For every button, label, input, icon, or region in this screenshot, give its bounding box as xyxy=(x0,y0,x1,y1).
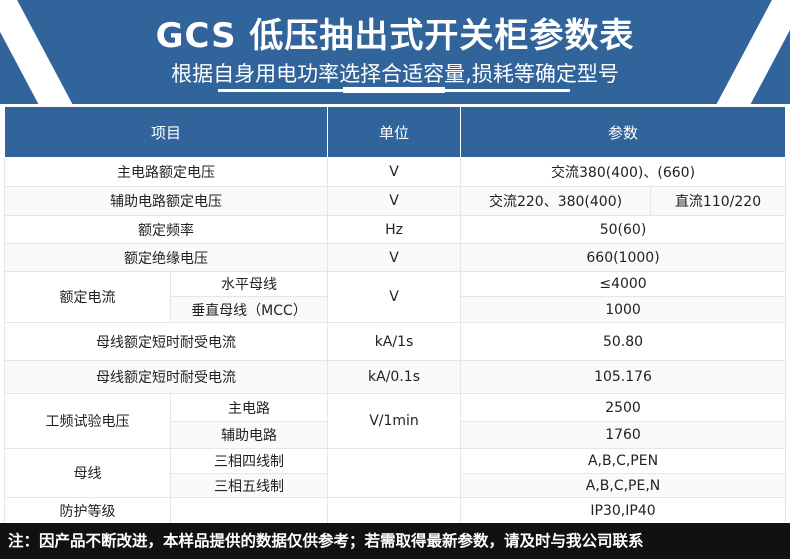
header-banner: GCS 低压抽出式开关柜参数表 根据自身用电功率选择合适容量,损耗等确定型号 xyxy=(0,0,790,104)
unit-cell: V xyxy=(327,186,462,216)
table-row: 辅助电路 1760 xyxy=(5,421,787,449)
subitem-cell: 辅助电路 xyxy=(169,421,329,449)
subitem-cell: 主电路 xyxy=(169,393,329,422)
item-cell: 母线 xyxy=(4,448,171,498)
table-row: 主电路额定电压 V 交流380(400)、(660) xyxy=(3,157,787,187)
table-row: 防护等级 IP30,IP40 xyxy=(4,497,787,525)
value-cell: A,B,C,PEN xyxy=(460,448,787,474)
item-cell: 工频试验电压 xyxy=(4,393,171,449)
table-row: 辅助电路额定电压 V 交流220、380(400) 直流110/220 xyxy=(3,186,787,216)
unit-cell: V xyxy=(327,271,462,323)
item-cell: 防护等级 xyxy=(4,497,171,525)
table-row: 母线 三相四线制 A,B,C,PEN xyxy=(4,448,787,498)
subitem-cell: 三相四线制 xyxy=(169,448,329,474)
unit-cell: V xyxy=(327,243,462,272)
value-cell: 交流380(400)、(660) xyxy=(460,157,787,187)
value-cell: 2500 xyxy=(460,393,787,422)
item-cell: 额定电流 xyxy=(4,271,171,323)
subitem-cell: 水平母线 xyxy=(169,271,329,297)
table-row: 母线额定短时耐受电流 kA/0.1s 105.176 xyxy=(3,360,787,394)
unit-cell: kA/0.1s xyxy=(327,360,462,394)
value-cell: 105.176 xyxy=(460,360,787,394)
item-cell: 母线额定短时耐受电流 xyxy=(3,322,329,361)
subitem-cell: 三相五线制 xyxy=(169,473,329,498)
value-cell: A,B,C,PE,N xyxy=(460,473,787,498)
item-cell: 额定绝缘电压 xyxy=(3,243,329,272)
item-cell: 辅助电路额定电压 xyxy=(3,186,329,216)
table-row: 垂直母线（MCC） 1000 xyxy=(5,296,787,323)
unit-cell xyxy=(327,497,462,525)
column-header-item: 项目 xyxy=(3,106,329,158)
footer-note: 注：因产品不断改进，本样品提供的数据仅供参考；若需取得最新参数，请及时与我公司联… xyxy=(0,523,790,559)
page-subtitle: 根据自身用电功率选择合适容量,损耗等确定型号 xyxy=(171,62,619,86)
subitem-cell: 垂直母线（MCC） xyxy=(169,296,329,323)
table-row: 三相五线制 A,B,C,PE,N xyxy=(5,473,787,498)
column-header-value: 参数 xyxy=(460,106,787,158)
value-cell: 50.80 xyxy=(460,322,787,361)
unit-cell: Hz xyxy=(327,215,462,244)
value-cell: IP30,IP40 xyxy=(460,497,787,525)
value-cell: 660(1000) xyxy=(460,243,787,272)
value-cell: 直流110/220 xyxy=(650,186,787,216)
page-title: GCS 低压抽出式开关柜参数表 xyxy=(155,16,635,56)
item-cell: 额定频率 xyxy=(3,215,329,244)
value-cell: ≤4000 xyxy=(460,271,787,297)
item-cell: 主电路额定电压 xyxy=(3,157,329,187)
unit-cell: V xyxy=(327,157,462,187)
unit-cell: V/1min xyxy=(327,393,462,449)
table-row: 工频试验电压 主电路 V/1min 2500 xyxy=(4,393,787,449)
table-row: 额定绝缘电压 V 660(1000) xyxy=(3,243,787,272)
value-cell: 1760 xyxy=(460,421,787,449)
subitem-cell xyxy=(169,497,329,525)
column-header-unit: 单位 xyxy=(327,106,462,158)
value-cell: 50(60) xyxy=(460,215,787,244)
divider-accent xyxy=(343,87,445,93)
item-cell: 母线额定短时耐受电流 xyxy=(3,360,329,394)
unit-cell xyxy=(327,448,462,498)
table-row: 母线额定短时耐受电流 kA/1s 50.80 xyxy=(3,322,787,361)
parameter-table: 项目 单位 参数 主电路额定电压 V 交流380(400)、(660) 辅助电路… xyxy=(3,106,787,525)
value-cell: 交流220、380(400) xyxy=(460,186,652,216)
value-cell: 1000 xyxy=(460,296,787,323)
unit-cell: kA/1s xyxy=(327,322,462,361)
table-row: 额定电流 水平母线 V ≤4000 xyxy=(4,271,787,323)
table-row: 额定频率 Hz 50(60) xyxy=(3,215,787,244)
